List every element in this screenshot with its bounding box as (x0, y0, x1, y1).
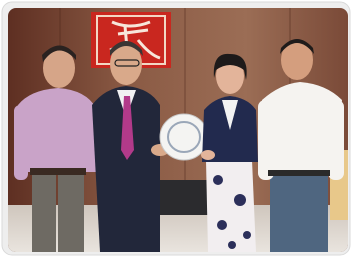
photo (8, 8, 352, 252)
page: (() => { const data = JSON.parse(documen… (0, 0, 352, 257)
commemorative-plate (160, 114, 208, 160)
dark-table (158, 180, 213, 215)
photo-frame (0, 0, 352, 257)
